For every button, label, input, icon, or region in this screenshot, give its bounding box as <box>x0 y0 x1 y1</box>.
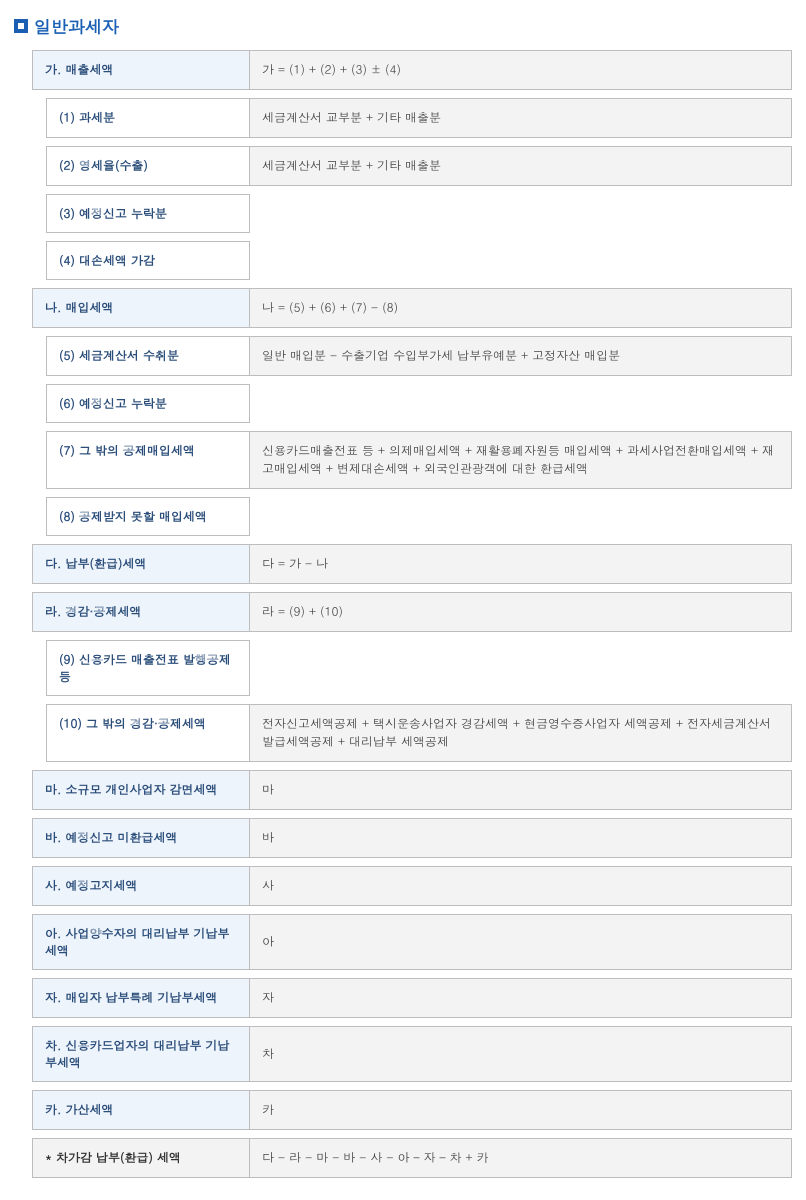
row: (8) 공제받지 못할 매입세액 <box>46 497 792 536</box>
row: 카. 가산세액카 <box>32 1090 792 1130</box>
row: (1) 과세분세금계산서 교부분 + 기타 매출분 <box>46 98 792 138</box>
row-desc: 사 <box>250 866 792 906</box>
page-title-row: 일반과세자 <box>14 14 792 38</box>
row-desc: 바 <box>250 818 792 858</box>
row: (2) 영세율(수출)세금계산서 교부분 + 기타 매출분 <box>46 146 792 186</box>
row: 가. 매출세액가 = (1) + (2) + (3) ± (4) <box>32 50 792 90</box>
row-label: 마. 소규모 개인사업자 감면세액 <box>32 770 250 810</box>
row-desc: 나 = (5) + (6) + (7) - (8) <box>250 288 792 328</box>
row-label: 바. 예정신고 미환급세액 <box>32 818 250 858</box>
row-label: (6) 예정신고 누락분 <box>46 384 250 423</box>
row: (6) 예정신고 누락분 <box>46 384 792 423</box>
row-desc: 라 = (9) + (10) <box>250 592 792 632</box>
row-desc: 마 <box>250 770 792 810</box>
bullet-icon <box>14 19 28 33</box>
row-label: (7) 그 밖의 공제매입세액 <box>46 431 250 489</box>
row-label: (4) 대손세액 가감 <box>46 241 250 280</box>
row: 아. 사업양수자의 대리납부 기납부세액아 <box>32 914 792 970</box>
row-label: (9) 신용카드 매출전표 발행공제 등 <box>46 640 250 696</box>
row: 사. 예정고지세액사 <box>32 866 792 906</box>
row-label: 가. 매출세액 <box>32 50 250 90</box>
row: (3) 예정신고 누락분 <box>46 194 792 233</box>
row-label: 아. 사업양수자의 대리납부 기납부세액 <box>32 914 250 970</box>
row-label: 사. 예정고지세액 <box>32 866 250 906</box>
row-label: 차. 신용카드업자의 대리납부 기납부세액 <box>32 1026 250 1082</box>
row-desc: 아 <box>250 914 792 970</box>
row-label: (8) 공제받지 못할 매입세액 <box>46 497 250 536</box>
row-label: (10) 그 밖의 경감·공제세액 <box>46 704 250 762</box>
row: 다. 납부(환급)세액다 = 가 - 나 <box>32 544 792 584</box>
row-label: 자. 매입자 납부특례 기납부세액 <box>32 978 250 1018</box>
row-label: * 차가감 납부(환급) 세액 <box>32 1138 250 1178</box>
content-area: 가. 매출세액가 = (1) + (2) + (3) ± (4)(1) 과세분세… <box>14 50 792 1178</box>
row-desc: 신용카드매출전표 등 + 의제매입세액 + 재활용폐자원등 매입세액 + 과세사… <box>250 431 792 489</box>
row: 마. 소규모 개인사업자 감면세액마 <box>32 770 792 810</box>
row-desc: 카 <box>250 1090 792 1130</box>
row-label: 나. 매입세액 <box>32 288 250 328</box>
row: (7) 그 밖의 공제매입세액신용카드매출전표 등 + 의제매입세액 + 재활용… <box>46 431 792 489</box>
page-title: 일반과세자 <box>34 14 119 38</box>
row-desc: 전자신고세액공제 + 택시운송사업자 경감세액 + 현금영수증사업자 세액공제 … <box>250 704 792 762</box>
row: (9) 신용카드 매출전표 발행공제 등 <box>46 640 792 696</box>
row: 나. 매입세액나 = (5) + (6) + (7) - (8) <box>32 288 792 328</box>
row-label: (3) 예정신고 누락분 <box>46 194 250 233</box>
row-desc: 다 = 가 - 나 <box>250 544 792 584</box>
row-label: 카. 가산세액 <box>32 1090 250 1130</box>
row-label: (5) 세금계산서 수취분 <box>46 336 250 376</box>
row-label: 다. 납부(환급)세액 <box>32 544 250 584</box>
row: (5) 세금계산서 수취분일반 매입분 - 수출기업 수입부가세 납부유예분 +… <box>46 336 792 376</box>
row: (4) 대손세액 가감 <box>46 241 792 280</box>
row-label: (2) 영세율(수출) <box>46 146 250 186</box>
row-desc: 일반 매입분 - 수출기업 수입부가세 납부유예분 + 고정자산 매입분 <box>250 336 792 376</box>
row: 자. 매입자 납부특례 기납부세액자 <box>32 978 792 1018</box>
row-desc: 차 <box>250 1026 792 1082</box>
row: 차. 신용카드업자의 대리납부 기납부세액차 <box>32 1026 792 1082</box>
row-desc: 다 - 라 - 마 - 바 - 사 - 아 – 자 – 차 + 카 <box>250 1138 792 1178</box>
row: (10) 그 밖의 경감·공제세액전자신고세액공제 + 택시운송사업자 경감세액… <box>46 704 792 762</box>
row: 바. 예정신고 미환급세액바 <box>32 818 792 858</box>
row: 라. 경감·공제세액라 = (9) + (10) <box>32 592 792 632</box>
row-desc: 자 <box>250 978 792 1018</box>
row-desc: 세금계산서 교부분 + 기타 매출분 <box>250 98 792 138</box>
row-label: (1) 과세분 <box>46 98 250 138</box>
row: * 차가감 납부(환급) 세액다 - 라 - 마 - 바 - 사 - 아 – 자… <box>32 1138 792 1178</box>
row-desc: 세금계산서 교부분 + 기타 매출분 <box>250 146 792 186</box>
row-desc: 가 = (1) + (2) + (3) ± (4) <box>250 50 792 90</box>
row-label: 라. 경감·공제세액 <box>32 592 250 632</box>
